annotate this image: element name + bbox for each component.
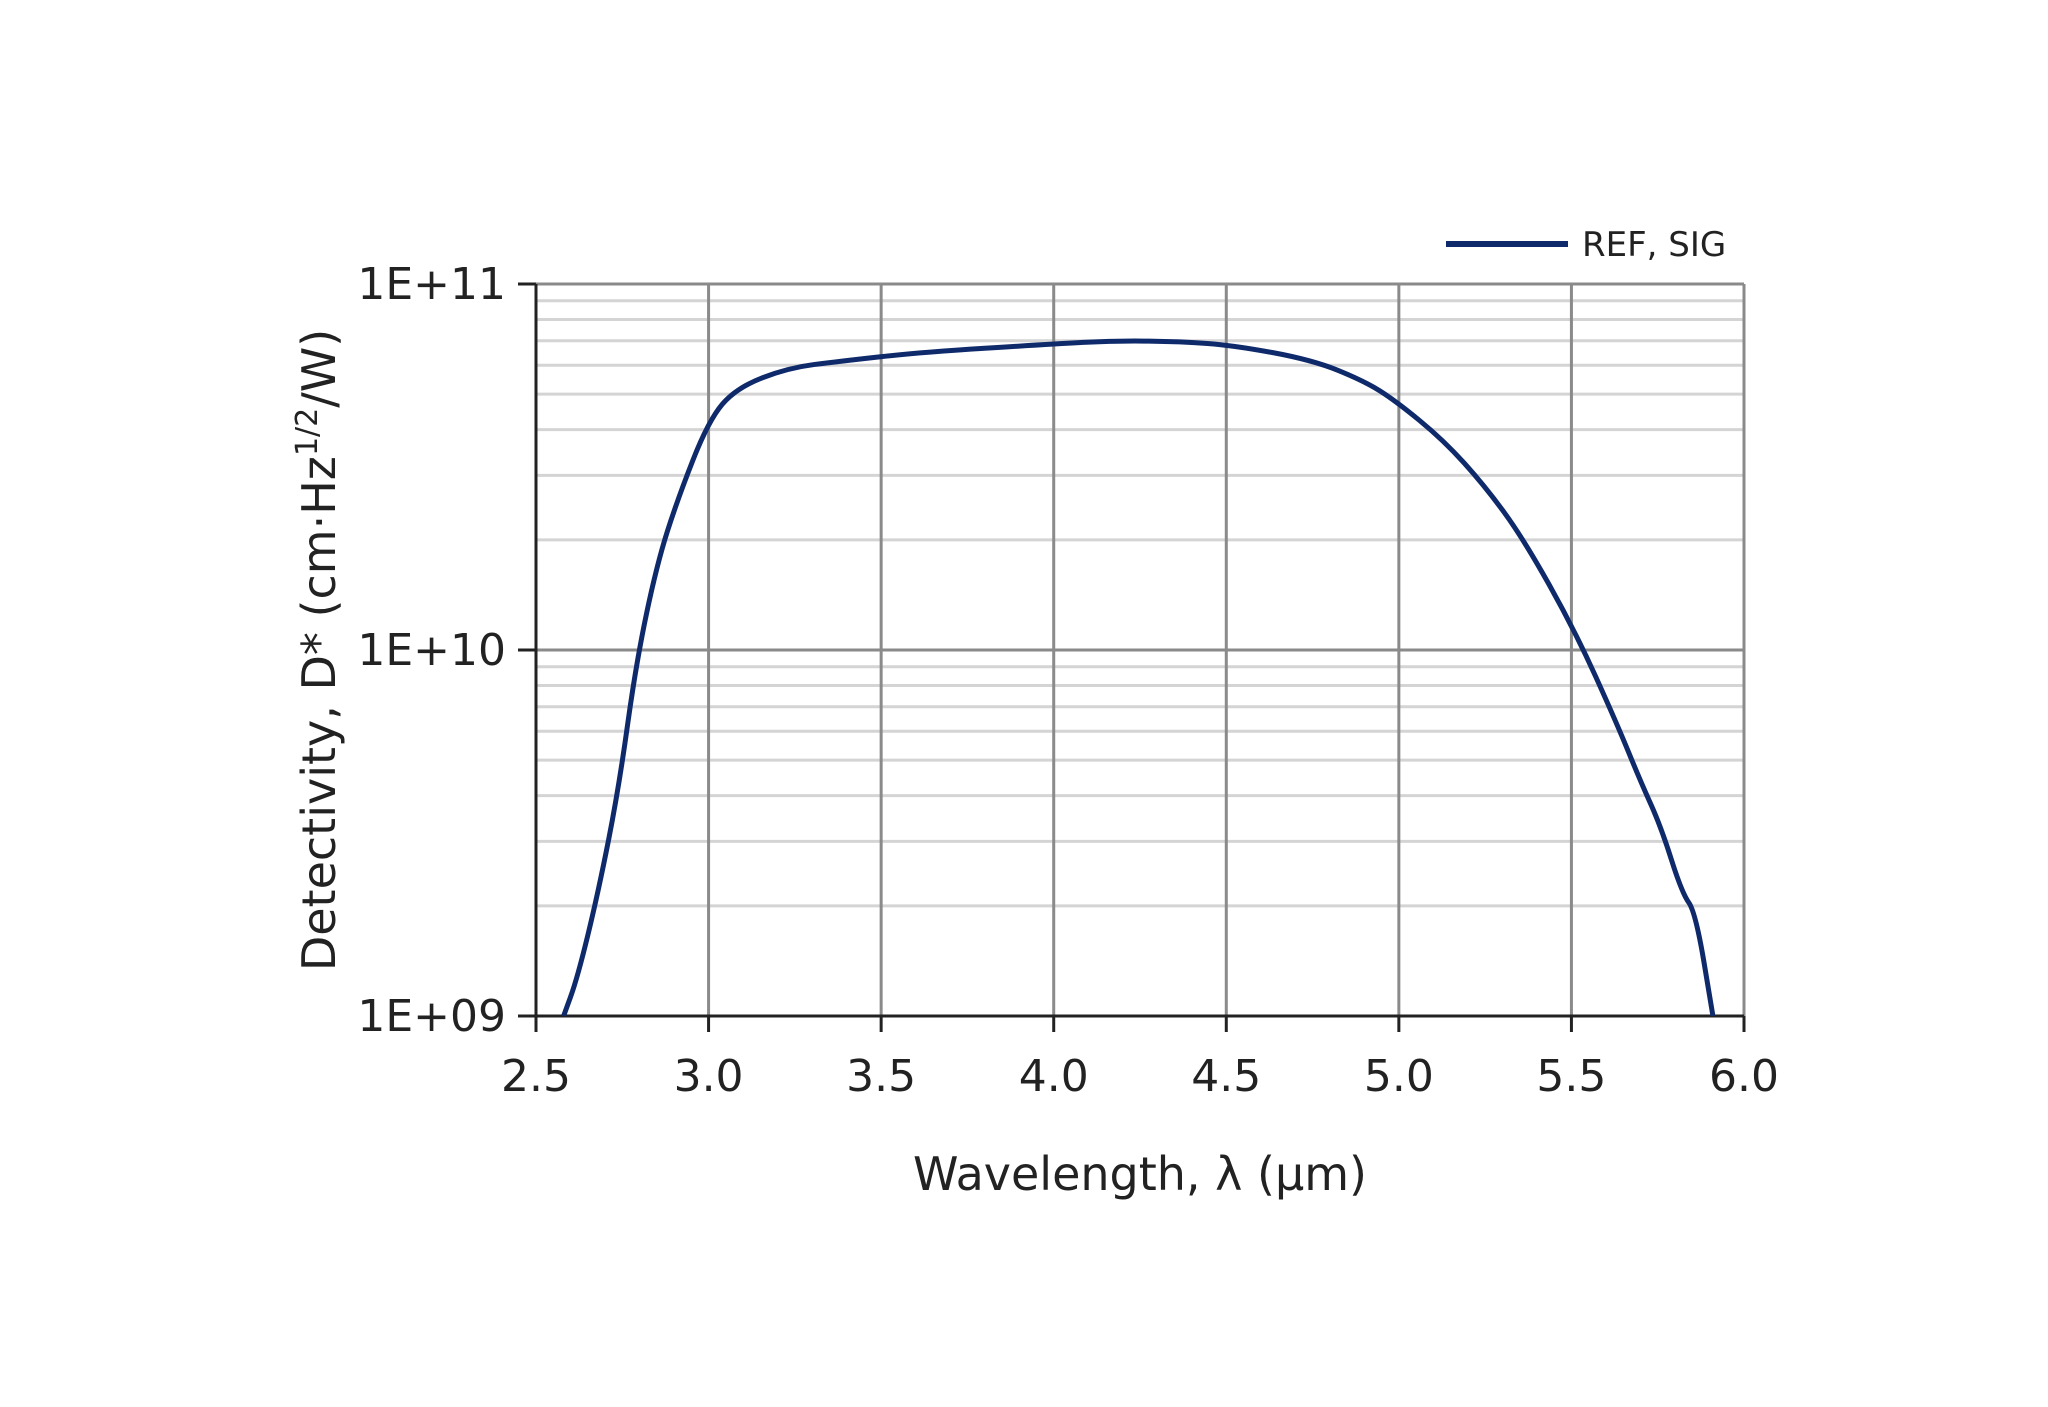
x-axis-title: Wavelength, λ (µm) [913,1147,1367,1201]
x-tick-label: 2.5 [501,1051,571,1102]
x-tick-label: 5.5 [1536,1051,1606,1102]
tick-labels: 1E+09 1E+10 1E+11 2.5 3.0 3.5 4.0 4.5 5.0 5.5 6.0 [357,259,1779,1102]
series-line-ref-sig [561,338,1716,1017]
legend-label: REF, SIG [1582,225,1726,265]
y-tick-label: 1E+10 [357,625,506,676]
x-tick-label: 4.5 [1191,1051,1261,1102]
x-tick-label: 6.0 [1709,1051,1779,1102]
axes [518,282,1746,1032]
y-tick-label: 1E+11 [357,259,506,310]
y-axis-title: Detectivity, D* (cm·Hz1/2/W) [290,329,346,971]
x-tick-label: 4.0 [1019,1051,1089,1102]
grid [534,282,1746,1018]
x-tick-label: 3.5 [846,1051,916,1102]
x-tick-label: 5.0 [1364,1051,1434,1102]
legend: REF, SIG [1446,225,1726,265]
y-tick-label: 1E+09 [357,991,506,1042]
series [561,338,1716,1017]
x-tick-label: 3.0 [674,1051,744,1102]
